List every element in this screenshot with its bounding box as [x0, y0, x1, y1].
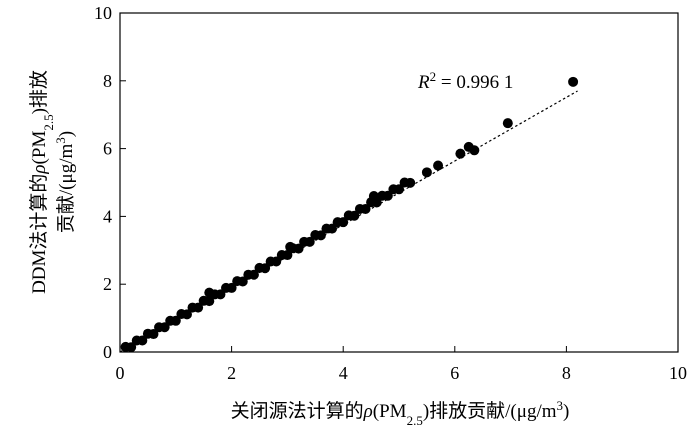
x-axis-label: 关闭源法计算的ρ(PM2.5)排放贡献/(μg/m3) — [231, 398, 570, 428]
label-part: 关闭源法计算的 — [231, 400, 364, 422]
label-part: ρ — [29, 164, 50, 174]
y-tick-label: 4 — [103, 206, 112, 226]
label-part: 3 — [557, 398, 564, 413]
label-part: 2 — [430, 69, 437, 84]
x-tick-label: 6 — [450, 363, 459, 383]
label-part: 3 — [53, 137, 68, 144]
y-tick-label: 6 — [103, 139, 112, 159]
point — [349, 210, 360, 221]
point — [293, 243, 304, 254]
label-part: ) — [563, 401, 569, 422]
point — [170, 315, 181, 326]
point — [568, 76, 579, 87]
y-tick-label: 0 — [103, 342, 112, 362]
point — [181, 309, 192, 320]
label-part: (PM — [29, 131, 50, 165]
point — [285, 241, 296, 252]
label-part: R — [417, 72, 430, 93]
point — [394, 184, 404, 195]
label-part: )排放贡献/(μg/m — [423, 400, 557, 422]
y-axis-label: DDM法计算的ρ(PM2.5)排放 — [28, 70, 56, 294]
point — [327, 223, 338, 234]
label-part: ρ — [363, 401, 373, 422]
point — [148, 329, 159, 340]
point — [455, 148, 466, 159]
annotation: R2 = 0.996 1 — [417, 69, 513, 94]
label-part: ) — [56, 131, 77, 137]
point — [421, 167, 432, 178]
label-part: 2.5 — [407, 413, 423, 428]
y-tick-label: 8 — [103, 71, 112, 91]
point — [368, 191, 379, 202]
point — [282, 250, 293, 261]
x-tick-label: 2 — [227, 363, 236, 383]
point — [159, 322, 170, 333]
point — [433, 160, 444, 171]
x-tick-label: 8 — [562, 363, 571, 383]
point — [405, 177, 416, 188]
point — [237, 276, 248, 287]
point — [215, 289, 226, 300]
x-tick-label: 0 — [116, 363, 125, 383]
point — [260, 263, 271, 274]
point — [126, 342, 137, 353]
y-tick-label: 2 — [103, 274, 112, 294]
x-tick-label: 4 — [339, 363, 348, 383]
label-part: = 0.996 1 — [436, 72, 513, 93]
plot-frame — [119, 12, 679, 353]
point — [271, 256, 282, 267]
point — [338, 217, 349, 228]
point — [469, 145, 480, 156]
point — [137, 335, 148, 346]
point — [204, 287, 215, 298]
point — [382, 190, 393, 201]
label-part: 贡献/(μg/m — [55, 144, 77, 234]
point — [502, 118, 513, 129]
point — [193, 302, 204, 313]
label-part: )排放 — [28, 70, 50, 114]
label-part: DDM法计算的 — [28, 174, 50, 294]
point — [226, 282, 237, 293]
point — [360, 203, 371, 214]
label-part: 2.5 — [41, 114, 56, 130]
y-axis-label: 贡献/(μg/m3) — [53, 131, 78, 233]
y-tick-label: 10 — [94, 3, 112, 23]
point — [304, 236, 315, 247]
x-tick-label: 10 — [669, 363, 687, 383]
point — [204, 296, 215, 307]
label-part: (PM — [373, 401, 407, 422]
point — [248, 269, 259, 280]
point — [315, 230, 326, 241]
